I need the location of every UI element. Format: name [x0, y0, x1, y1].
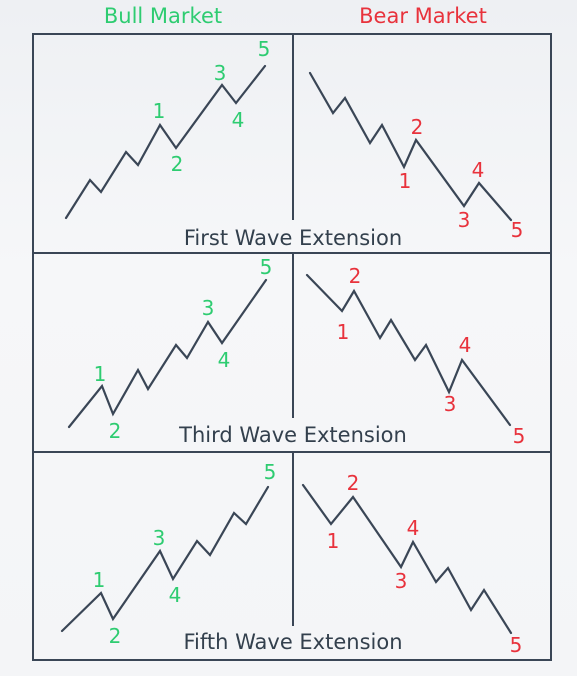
bull-wave-label-4: 4 [169, 583, 182, 607]
bull-wave-label-5: 5 [264, 460, 277, 484]
bull-wave-label-1: 1 [93, 568, 106, 592]
bear-wave-label-2: 2 [347, 471, 360, 495]
first-wave-extension-caption: First Wave Extension [184, 226, 402, 250]
bull-market-header: Bull Market [104, 4, 222, 28]
bear-wave-label-4: 4 [472, 158, 485, 182]
bear-wave-label-5: 5 [513, 424, 526, 448]
bear-wave-label-5: 5 [510, 633, 523, 657]
bear-wave-third-extension [305, 273, 512, 427]
bear-market-header: Bear Market [359, 4, 487, 28]
fifth-wave-extension-caption: Fifth Wave Extension [183, 630, 402, 654]
bull-wave-label-5: 5 [260, 255, 273, 279]
bear-wave-label-1: 1 [327, 529, 340, 553]
bull-wave-first-extension [64, 64, 267, 220]
bear-wave-label-1: 1 [399, 169, 412, 193]
bull-wave-label-4: 4 [232, 108, 245, 132]
bear-wave-label-3: 3 [395, 569, 408, 593]
bear-wave-label-2: 2 [349, 264, 362, 288]
bull-wave-label-4: 4 [218, 348, 231, 372]
bear-wave-label-1: 1 [337, 320, 350, 344]
bull-wave-label-1: 1 [94, 362, 107, 386]
bull-wave-label-1: 1 [153, 99, 166, 123]
bear-wave-label-3: 3 [444, 392, 457, 416]
bull-wave-label-3: 3 [153, 526, 166, 550]
third-wave-extension-caption: Third Wave Extension [178, 423, 407, 447]
bear-wave-label-4: 4 [459, 333, 472, 357]
bear-wave-label-4: 4 [407, 516, 420, 540]
bull-wave-label-3: 3 [202, 296, 215, 320]
bear-wave-label-2: 2 [411, 115, 424, 139]
bear-wave-label-3: 3 [458, 208, 471, 232]
bear-wave-fifth-extension [301, 483, 513, 635]
bull-wave-label-2: 2 [109, 419, 122, 443]
bear-wave-first-extension [308, 71, 513, 222]
bull-wave-third-extension [67, 278, 268, 429]
bull-wave-label-5: 5 [258, 37, 271, 61]
bull-wave-label-2: 2 [171, 152, 184, 176]
bull-wave-label-3: 3 [214, 61, 227, 85]
bull-wave-label-2: 2 [109, 624, 122, 648]
bear-wave-label-5: 5 [511, 218, 524, 242]
bull-wave-fifth-extension [60, 485, 270, 633]
